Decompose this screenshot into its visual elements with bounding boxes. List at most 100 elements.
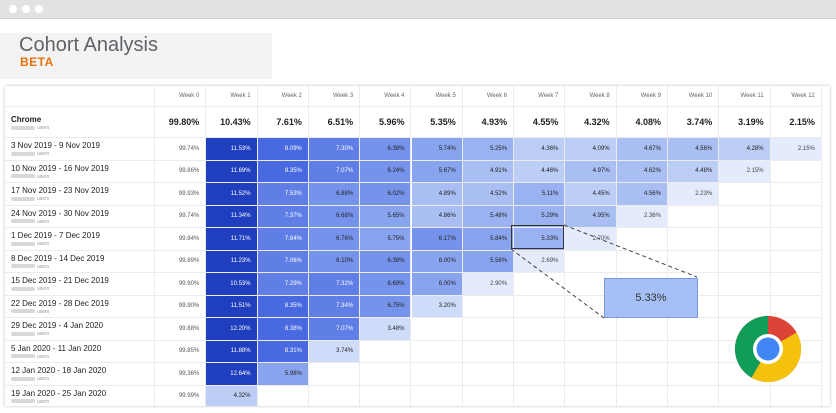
- retention-cell[interactable]: 10.53%: [206, 273, 258, 296]
- empty-cell: [258, 385, 309, 406]
- retention-cell[interactable]: 6.38%: [360, 250, 412, 273]
- retention-cell[interactable]: 5.48%: [462, 205, 515, 228]
- week0-cell[interactable]: 99.88%: [155, 318, 207, 341]
- retention-cell[interactable]: 7.06%: [257, 250, 309, 273]
- empty-cell: [514, 340, 566, 363]
- retention-cell[interactable]: 5.58%: [462, 250, 515, 273]
- retention-cell[interactable]: 7.32%: [308, 273, 361, 296]
- cohort-row-label: 19 Jan 2020 - 25 Jan 2020 users: [5, 385, 155, 406]
- retention-cell[interactable]: 4.56%: [616, 183, 668, 206]
- retention-cell[interactable]: 6.38%: [360, 138, 412, 161]
- retention-cell[interactable]: 6.00%: [411, 250, 463, 273]
- chrome-logo-icon: [734, 316, 802, 383]
- week0-cell[interactable]: 99.90%: [155, 295, 207, 318]
- retention-cell[interactable]: 11.52%: [206, 183, 258, 206]
- retention-cell[interactable]: 6.02%: [360, 183, 412, 206]
- retention-cell[interactable]: 5.74%: [411, 138, 463, 161]
- week0-cell[interactable]: 99.90%: [155, 273, 207, 296]
- retention-cell[interactable]: 8.31%: [257, 340, 309, 363]
- window-close-dot[interactable]: [9, 5, 17, 13]
- retention-cell[interactable]: 6.10%: [308, 250, 361, 273]
- retention-cell[interactable]: 4.09%: [565, 138, 617, 161]
- retention-cell[interactable]: 4.67%: [616, 138, 668, 161]
- retention-cell[interactable]: 7.07%: [308, 160, 361, 183]
- retention-cell[interactable]: 6.68%: [308, 205, 361, 228]
- retention-cell[interactable]: 7.29%: [257, 273, 309, 296]
- retention-cell[interactable]: 4.48%: [668, 160, 720, 183]
- retention-cell[interactable]: 12.64%: [206, 363, 258, 386]
- retention-cell[interactable]: 4.46%: [514, 160, 566, 183]
- retention-cell[interactable]: 7.53%: [257, 183, 309, 206]
- retention-cell[interactable]: 8.35%: [257, 160, 309, 183]
- retention-cell[interactable]: 4.45%: [565, 183, 617, 206]
- window-minimize-dot[interactable]: [22, 5, 30, 13]
- retention-cell[interactable]: 8.35%: [257, 295, 309, 318]
- highlighted-cell-outline: [511, 225, 564, 249]
- cohort-users: users: [11, 376, 154, 382]
- retention-cell[interactable]: 4.56%: [668, 138, 720, 161]
- retention-cell[interactable]: 5.25%: [462, 138, 515, 161]
- retention-cell[interactable]: 11.23%: [206, 250, 258, 273]
- retention-cell[interactable]: 11.51%: [206, 295, 258, 318]
- week0-cell[interactable]: 99.89%: [155, 250, 207, 273]
- retention-cell[interactable]: 4.62%: [616, 160, 668, 183]
- retention-cell[interactable]: 2.36%: [616, 205, 668, 228]
- retention-cell[interactable]: 2.69%: [514, 250, 566, 273]
- retention-cell[interactable]: 6.76%: [308, 228, 361, 251]
- retention-cell[interactable]: 6.88%: [308, 183, 361, 206]
- retention-cell[interactable]: 2.70%: [565, 228, 617, 251]
- retention-cell[interactable]: 3.48%: [360, 318, 412, 341]
- retention-cell[interactable]: 7.30%: [308, 138, 361, 161]
- retention-cell[interactable]: 6.75%: [360, 295, 412, 318]
- retention-cell[interactable]: 6.17%: [411, 228, 463, 251]
- retention-cell[interactable]: 11.34%: [206, 205, 258, 228]
- retention-cell[interactable]: 5.65%: [360, 205, 412, 228]
- retention-cell[interactable]: 5.11%: [514, 183, 566, 206]
- retention-cell[interactable]: 7.84%: [257, 228, 309, 251]
- retention-cell[interactable]: 2.15%: [719, 160, 771, 183]
- week0-cell[interactable]: 99.85%: [155, 340, 207, 363]
- retention-cell[interactable]: 11.53%: [206, 138, 258, 161]
- cohort-row-label: 15 Dec 2019 - 21 Dec 2019 users: [5, 273, 155, 296]
- retention-cell[interactable]: 4.91%: [462, 160, 515, 183]
- retention-cell[interactable]: 7.37%: [257, 205, 309, 228]
- retention-cell[interactable]: 4.97%: [565, 160, 617, 183]
- retention-cell[interactable]: 4.89%: [411, 183, 463, 206]
- retention-cell[interactable]: 11.88%: [206, 340, 258, 363]
- retention-cell[interactable]: 4.36%: [514, 138, 566, 161]
- retention-cell[interactable]: 6.24%: [360, 160, 412, 183]
- retention-cell[interactable]: 11.69%: [206, 160, 258, 183]
- retention-cell[interactable]: 2.90%: [462, 273, 515, 296]
- week0-cell[interactable]: 99.93%: [155, 183, 207, 206]
- retention-cell[interactable]: 2.15%: [770, 138, 822, 161]
- retention-cell[interactable]: 2.23%: [668, 183, 720, 206]
- retention-cell[interactable]: 4.95%: [565, 205, 617, 228]
- week0-cell[interactable]: 99.74%: [155, 205, 207, 228]
- retention-cell[interactable]: 4.28%: [719, 138, 771, 161]
- week0-cell[interactable]: 99.86%: [155, 160, 207, 183]
- week0-cell[interactable]: 99.36%: [155, 363, 207, 386]
- retention-cell[interactable]: 6.00%: [411, 273, 463, 296]
- retention-cell[interactable]: 5.67%: [411, 160, 463, 183]
- retention-cell[interactable]: 4.32%: [206, 385, 258, 406]
- retention-cell[interactable]: 11.71%: [206, 228, 258, 251]
- week0-cell[interactable]: 99.84%: [155, 228, 207, 251]
- retention-cell[interactable]: 4.86%: [411, 205, 463, 228]
- retention-cell[interactable]: 12.20%: [206, 318, 258, 341]
- retention-cell[interactable]: 3.20%: [411, 295, 463, 318]
- retention-cell[interactable]: 7.07%: [308, 318, 361, 341]
- retention-cell[interactable]: 8.09%: [257, 138, 309, 161]
- retention-cell[interactable]: 3.74%: [308, 340, 361, 363]
- retention-cell[interactable]: 5.98%: [257, 363, 309, 386]
- retention-cell[interactable]: 5.84%: [462, 228, 515, 251]
- week0-cell[interactable]: 99.99%: [155, 385, 207, 406]
- retention-cell[interactable]: 7.34%: [308, 295, 361, 318]
- week0-cell[interactable]: 99.74%: [155, 138, 207, 161]
- empty-cell: [668, 318, 720, 341]
- retention-cell[interactable]: 6.69%: [360, 273, 412, 296]
- retention-cell[interactable]: 4.52%: [462, 183, 515, 206]
- retention-cell[interactable]: 5.29%: [514, 205, 566, 228]
- window-maximize-dot[interactable]: [35, 5, 43, 13]
- retention-cell[interactable]: 8.38%: [257, 318, 309, 341]
- retention-cell[interactable]: 5.75%: [360, 228, 412, 251]
